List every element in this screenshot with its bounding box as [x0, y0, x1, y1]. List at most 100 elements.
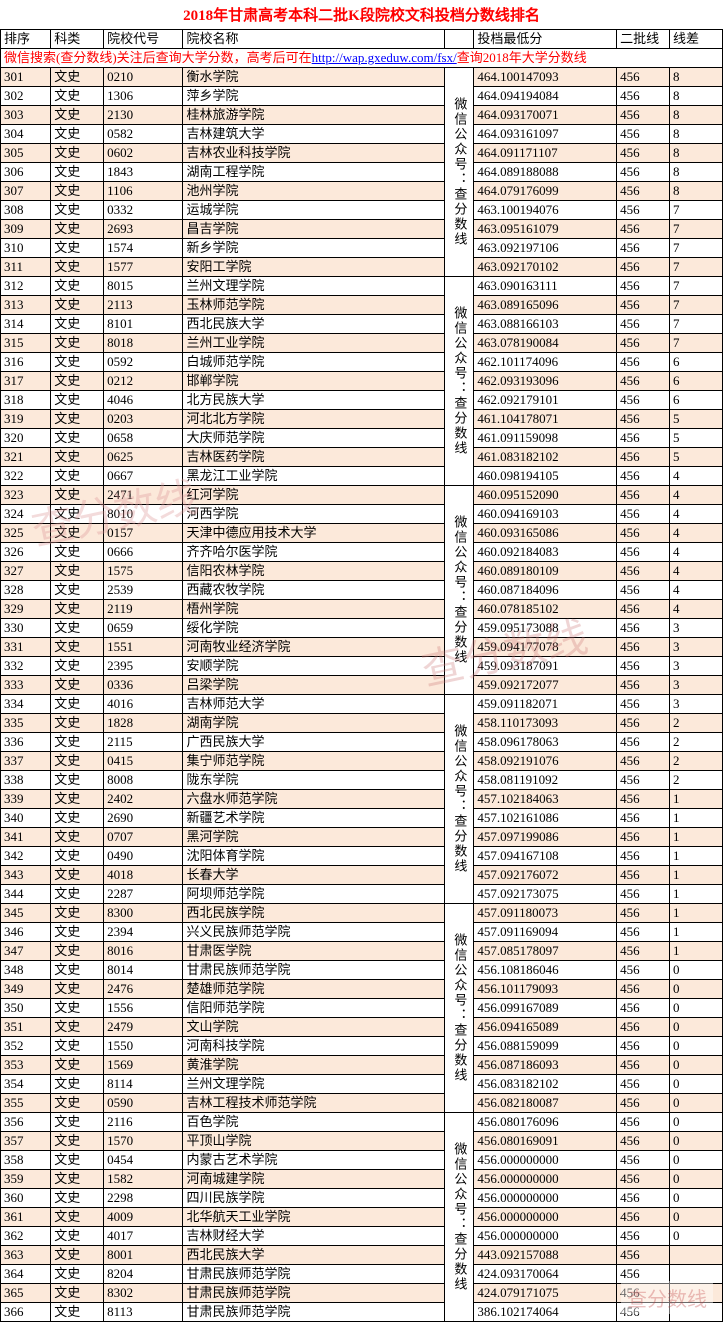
cell-batchline: 456 — [617, 1132, 670, 1151]
cell-batchline: 456 — [617, 961, 670, 980]
cell-category: 文史 — [51, 1018, 104, 1037]
cell-minscore: 457.092173075 — [474, 885, 617, 904]
cell-category: 文史 — [51, 144, 104, 163]
cell-batchline: 456 — [617, 676, 670, 695]
cell-category: 文史 — [51, 125, 104, 144]
cell-batchline: 456 — [617, 695, 670, 714]
cell-minscore: 464.091171107 — [474, 144, 617, 163]
cell-rank: 347 — [1, 942, 51, 961]
cell-minscore: 459.091182071 — [474, 695, 617, 714]
cell-batchline: 456 — [617, 144, 670, 163]
cell-school: 长春大学 — [183, 866, 445, 885]
cell-batchline: 456 — [617, 163, 670, 182]
table-row: 363文史8001西北民族大学443.092157088456 — [1, 1246, 723, 1265]
cell-batchline: 456 — [617, 125, 670, 144]
table-row: 313文史2113玉林师范学院463.0891650964567 — [1, 296, 723, 315]
cell-batchline: 456 — [617, 733, 670, 752]
cell-code: 2479 — [104, 1018, 183, 1037]
cell-category: 文史 — [51, 923, 104, 942]
cell-code: 8015 — [104, 277, 183, 296]
cell-minscore: 456.000000000 — [474, 1170, 617, 1189]
cell-school: 阿坝师范学院 — [183, 885, 445, 904]
cell-rank: 317 — [1, 372, 51, 391]
cell-school: 河西学院 — [183, 505, 445, 524]
table-row: 355文史0590吉林工程技术师范学院456.0821800874560 — [1, 1094, 723, 1113]
cell-rank: 358 — [1, 1151, 51, 1170]
cell-code: 0332 — [104, 201, 183, 220]
cell-minscore: 457.092176072 — [474, 866, 617, 885]
cell-rank: 339 — [1, 790, 51, 809]
cell-batchline: 456 — [617, 600, 670, 619]
cell-batchline: 456 — [617, 1170, 670, 1189]
cell-code: 2693 — [104, 220, 183, 239]
cell-diff: 1 — [670, 809, 723, 828]
col-school: 院校名称 — [183, 30, 445, 49]
cell-diff: 3 — [670, 619, 723, 638]
cell-batchline: 456 — [617, 657, 670, 676]
cell-diff: 5 — [670, 410, 723, 429]
cell-diff: 0 — [670, 1208, 723, 1227]
cell-code: 8113 — [104, 1303, 183, 1322]
cell-diff: 6 — [670, 353, 723, 372]
cell-diff: 7 — [670, 220, 723, 239]
cell-code: 2476 — [104, 980, 183, 999]
cell-category: 文史 — [51, 714, 104, 733]
cell-minscore: 460.078185102 — [474, 600, 617, 619]
cell-diff: 4 — [670, 524, 723, 543]
cell-school: 衡水学院 — [183, 68, 445, 87]
cell-minscore: 461.104178071 — [474, 410, 617, 429]
cell-school: 集宁师范学院 — [183, 752, 445, 771]
cell-batchline: 456 — [617, 942, 670, 961]
cell-batchline: 456 — [617, 87, 670, 106]
cell-code: 8016 — [104, 942, 183, 961]
table-row: 338文史8008陇东学院458.0811910924562 — [1, 771, 723, 790]
cell-category: 文史 — [51, 866, 104, 885]
banner-link[interactable]: http://wap.gxeduw.com/fsx/ — [312, 50, 457, 65]
cell-school: 楚雄师范学院 — [183, 980, 445, 999]
cell-code: 8008 — [104, 771, 183, 790]
cell-diff: 7 — [670, 239, 723, 258]
cell-category: 文史 — [51, 524, 104, 543]
cell-code: 4009 — [104, 1208, 183, 1227]
cell-school: 信阳师范学院 — [183, 999, 445, 1018]
table-row: 306文史1843湖南工程学院464.0891880884568 — [1, 163, 723, 182]
table-row: 365文史8302甘肃民族师范学院424.079171075456 — [1, 1284, 723, 1303]
cell-school: 甘肃民族师范学院 — [183, 1284, 445, 1303]
cell-code: 8101 — [104, 315, 183, 334]
cell-batchline: 456 — [617, 524, 670, 543]
table-row: 356文史2116百色学院微信公众号：查分数线456.0801760964560 — [1, 1113, 723, 1132]
cell-diff: 8 — [670, 87, 723, 106]
cell-code: 1556 — [104, 999, 183, 1018]
table-row: 341文史0707黑河学院457.0971990864561 — [1, 828, 723, 847]
cell-category: 文史 — [51, 638, 104, 657]
cell-minscore: 458.110173093 — [474, 714, 617, 733]
cell-batchline: 456 — [617, 980, 670, 999]
cell-rank: 309 — [1, 220, 51, 239]
cell-school: 河南牧业经济学院 — [183, 638, 445, 657]
cell-diff: 3 — [670, 695, 723, 714]
table-row: 323文史2471红河学院微信公众号：查分数线460.0951520904564 — [1, 486, 723, 505]
cell-minscore: 456.083182102 — [474, 1075, 617, 1094]
cell-batchline: 456 — [617, 467, 670, 486]
cell-code: 1569 — [104, 1056, 183, 1075]
cell-code: 1551 — [104, 638, 183, 657]
cell-school: 梧州学院 — [183, 600, 445, 619]
cell-diff: 0 — [670, 1056, 723, 1075]
cell-school: 桂林旅游学院 — [183, 106, 445, 125]
cell-batchline: 456 — [617, 429, 670, 448]
cell-diff: 4 — [670, 562, 723, 581]
cell-category: 文史 — [51, 410, 104, 429]
cell-diff: 7 — [670, 334, 723, 353]
table-row: 316文史0592白城师范学院462.1011740964566 — [1, 353, 723, 372]
cell-minscore: 463.088166103 — [474, 315, 617, 334]
cell-school: 齐齐哈尔医学院 — [183, 543, 445, 562]
table-row: 315文史8018兰州工业学院463.0781900844567 — [1, 334, 723, 353]
cell-category: 文史 — [51, 1189, 104, 1208]
cell-batchline: 456 — [617, 885, 670, 904]
col-minscore: 投档最低分 — [474, 30, 617, 49]
vertical-promo: 微信公众号：查分数线 — [445, 68, 474, 277]
cell-code: 1550 — [104, 1037, 183, 1056]
cell-rank: 343 — [1, 866, 51, 885]
cell-rank: 331 — [1, 638, 51, 657]
cell-code: 8204 — [104, 1265, 183, 1284]
